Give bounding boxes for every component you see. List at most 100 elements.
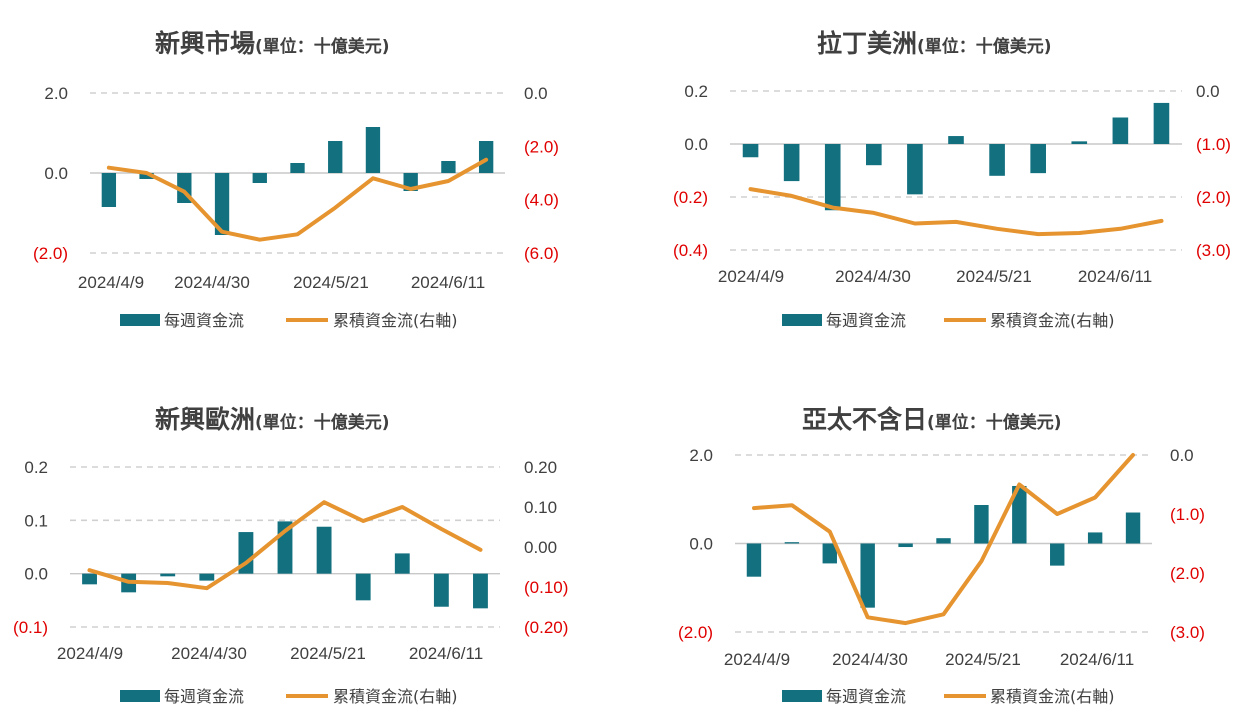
legend-label-weekly: 每週資金流: [826, 687, 906, 706]
left-axis-tick-label: (2.0): [33, 244, 68, 263]
weekly-flow-bar: [907, 144, 923, 195]
x-axis-tick-label: 2024/5/21: [956, 267, 1032, 286]
weekly-flow-bar: [1087, 532, 1103, 544]
weekly-flow-bar: [866, 144, 882, 166]
right-axis-tick-label: (3.0): [1170, 623, 1205, 642]
weekly-flow-bar: [1050, 543, 1065, 566]
chart-svg: 亞太不含日(單位：十億美元) 2.0 0.0 (2.0) 0.0 (1.0) (2.0) (…: [678, 405, 1205, 706]
weekly-flow-bar: [1112, 117, 1129, 144]
weekly-flow-bar: [214, 173, 230, 235]
svg-text:拉丁美洲(單位：十億美元): 拉丁美洲(單位：十億美元): [817, 29, 1052, 58]
x-axis-tick-label: 2024/4/9: [724, 650, 790, 669]
weekly-flow-bar: [316, 526, 332, 574]
weekly-flow-bar: [1071, 141, 1088, 144]
right-axis-tick-label: (1.0): [1196, 135, 1231, 154]
x-axis-tick-label: 2024/5/21: [293, 273, 369, 292]
weekly-flow-bar: [784, 542, 800, 544]
cumulative-flow-line: [752, 453, 1135, 626]
weekly-flow-bar: [989, 144, 1005, 176]
chart-title: 新興歐洲: [155, 405, 255, 434]
weekly-flow-bar: [822, 543, 837, 564]
right-axis-tick-label: (2.0): [524, 137, 559, 156]
x-axis-tick-label: 2024/4/30: [171, 644, 247, 663]
legend-label-cumulative: 累積資金流(右軸): [990, 311, 1115, 330]
left-axis-tick-label: (0.4): [673, 241, 708, 260]
right-axis-tick-label: 0.20: [524, 458, 557, 477]
right-axis-tick-label: (6.0): [524, 244, 559, 263]
plot-area: 0.2 0.0 (0.2) (0.4) 0.0 (1.0) (2.0) (3.0) 2024/4…: [673, 82, 1231, 330]
left-axis-tick-label: (2.0): [678, 623, 713, 642]
right-axis-tick-label: 0.10: [524, 498, 557, 517]
weekly-flow-bar: [365, 127, 381, 173]
weekly-flow-bar: [860, 543, 875, 608]
weekly-flow-bar: [139, 173, 154, 179]
right-axis-tick-label: 0.0: [1170, 446, 1194, 465]
chart-svg: 新興市場(單位：十億美元) 2.0 0.0 (2.0) 0.0 (2.0) (4.0) (6…: [33, 29, 559, 330]
left-axis-tick-label: (0.2): [673, 188, 708, 207]
right-axis-tick-label: (1.0): [1170, 505, 1205, 524]
svg-text:新興歐洲(單位：十億美元): 新興歐洲(單位：十億美元): [155, 405, 390, 434]
weekly-flow-bar: [824, 144, 841, 211]
legend-label-cumulative: 累積資金流(右軸): [990, 687, 1115, 706]
chart-panel-emerging-markets: 新興市場(單位：十億美元) 2.0 0.0 (2.0) 0.0 (2.0) (4.0) (6…: [0, 0, 624, 364]
weekly-flow-bar: [478, 141, 494, 173]
left-axis-tick-label: 2.0: [44, 84, 68, 103]
weekly-flow-bar: [1125, 512, 1141, 544]
weekly-flow-bar: [101, 173, 117, 207]
right-axis-tick-label: (3.0): [1196, 241, 1231, 260]
right-axis-tick-label: 0.0: [1196, 82, 1220, 101]
chart-panel-emerging-europe: 新興歐洲(單位：十億美元) 0.2 0.1 0.0 (0.1) 0.20 0.10 0.00…: [0, 364, 624, 728]
left-axis-tick-label: 0.0: [44, 164, 68, 183]
weekly-flow-bar: [160, 573, 176, 577]
chart-title: 拉丁美洲: [817, 29, 917, 58]
x-axis-tick-label: 2024/6/11: [409, 644, 483, 663]
right-axis-tick-label: 0.00: [524, 538, 557, 557]
chart-title: 新興市場: [155, 29, 255, 58]
x-axis-tick-label: 2024/4/9: [57, 644, 123, 663]
weekly-flow-bar: [433, 573, 449, 607]
legend-label-weekly: 每週資金流: [164, 311, 244, 330]
left-axis-tick-label: 0.0: [24, 565, 48, 584]
chart-subtitle: (單位：十億美元): [255, 36, 390, 57]
left-axis-tick-label: 0.0: [689, 535, 713, 554]
x-axis-tick-label: 2024/4/9: [78, 273, 144, 292]
weekly-flow-bar: [290, 163, 305, 173]
weekly-flow-bar: [82, 573, 97, 585]
weekly-flow-bar: [742, 144, 759, 158]
weekly-flow-bar: [948, 136, 964, 144]
left-axis-tick-label: 0.2: [684, 82, 708, 101]
legend-label-cumulative: 累積資金流(右軸): [333, 311, 458, 330]
weekly-flow-bar: [1030, 144, 1046, 174]
weekly-flow-bar: [783, 144, 800, 182]
right-axis-tick-label: (0.10): [524, 578, 568, 597]
x-axis-tick-label: 2024/4/9: [718, 267, 784, 286]
chart-title: 亞太不含日: [802, 405, 927, 434]
right-axis-tick-label: (4.0): [524, 191, 559, 210]
weekly-flow-bar: [252, 173, 267, 183]
plot-area: 2.0 0.0 (2.0) 0.0 (2.0) (4.0) (6.0) 2024/4/9 202…: [33, 84, 559, 330]
svg-text:新興市場(單位：十億美元): 新興市場(單位：十億美元): [155, 29, 390, 58]
x-axis-tick-label: 2024/6/11: [411, 273, 485, 292]
cumulative-flow-line: [87, 500, 483, 591]
x-axis-tick-label: 2024/4/30: [835, 267, 911, 286]
left-axis-tick-label: (0.1): [13, 618, 48, 637]
right-axis-tick-label: (0.20): [524, 618, 568, 637]
legend-swatch-bar: [120, 690, 160, 702]
chart-subtitle: (單位：十億美元): [917, 36, 1052, 57]
x-axis-tick-label: 2024/6/11: [1078, 267, 1152, 286]
legend-label-weekly: 每週資金流: [164, 687, 244, 706]
weekly-flow-bar: [746, 543, 762, 577]
svg-text:亞太不含日(單位：十億美元): 亞太不含日(單位：十億美元): [802, 405, 1062, 434]
weekly-flow-bar: [473, 573, 488, 609]
legend-swatch-bar: [782, 690, 822, 702]
x-axis-tick-label: 2024/5/21: [945, 650, 1021, 669]
chart-subtitle: (單位：十億美元): [255, 412, 390, 433]
cumulative-flow-line: [748, 187, 1164, 237]
x-axis-tick-label: 2024/5/21: [290, 644, 366, 663]
weekly-flow-bar: [355, 573, 371, 601]
plot-area: 0.2 0.1 0.0 (0.1) 0.20 0.10 0.00 (0.10) (0.20) 20…: [13, 458, 568, 706]
cumulative-flow-line: [106, 157, 489, 242]
legend-label-weekly: 每週資金流: [826, 311, 906, 330]
weekly-flow-bar: [328, 141, 343, 173]
weekly-flow-bar: [394, 553, 410, 574]
